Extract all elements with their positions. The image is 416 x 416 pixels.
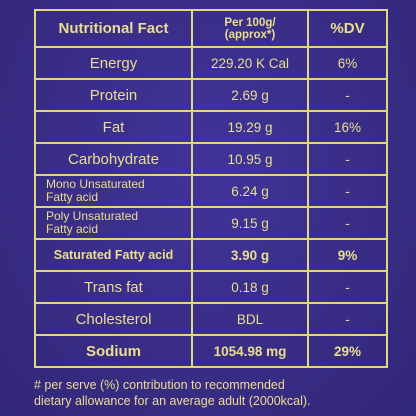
table-header-row: Nutritional Fact Per 100g/ (approx*) %DV: [34, 9, 388, 48]
nutrient-name: Trans fat: [34, 270, 193, 304]
table-row-fat: Fat 19.29 g 16%: [34, 110, 388, 144]
nutrient-name: Cholesterol: [34, 302, 193, 336]
nutrient-dv: -: [307, 302, 388, 336]
table-row-sodium: Sodium 1054.98 mg 29%: [34, 334, 388, 368]
table-row-carbohydrate: Carbohydrate 10.95 g -: [34, 142, 388, 176]
nutrient-amount: 1054.98 mg: [191, 334, 309, 368]
table-row-energy: Energy 229.20 K Cal 6%: [34, 46, 388, 80]
header-nutritional-fact: Nutritional Fact: [34, 9, 193, 48]
nutrient-name-line1: Poly Unsaturated: [46, 209, 139, 223]
header-per-100g: Per 100g/ (approx*): [191, 9, 309, 48]
nutrient-amount: 2.69 g: [191, 78, 309, 112]
nutrient-name: Mono Unsaturated Fatty acid: [34, 174, 193, 208]
nutrient-dv: -: [307, 142, 388, 176]
nutrient-name: Energy: [34, 46, 193, 80]
table-row-saturated-fatty-acid: Saturated Fatty acid 3.90 g 9%: [34, 238, 388, 272]
nutrient-name-line2: Fatty acid: [46, 190, 99, 204]
nutrient-amount: 229.20 K Cal: [191, 46, 309, 80]
nutrient-dv: 16%: [307, 110, 388, 144]
nutrient-name: Saturated Fatty acid: [34, 238, 193, 272]
nutrient-amount: 10.95 g: [191, 142, 309, 176]
nutrient-amount: 19.29 g: [191, 110, 309, 144]
nutrient-name: Protein: [34, 78, 193, 112]
nutrient-amount: BDL: [191, 302, 309, 336]
nutrient-name-line1: Mono Unsaturated: [46, 177, 145, 191]
nutrient-name-line2: Fatty acid: [46, 222, 99, 236]
nutrient-name: Fat: [34, 110, 193, 144]
nutrient-dv: 29%: [307, 334, 388, 368]
nutrient-dv: 6%: [307, 46, 388, 80]
nutrient-dv: -: [307, 206, 388, 240]
nutrient-dv: 9%: [307, 238, 388, 272]
nutrient-name: Poly Unsaturated Fatty acid: [34, 206, 193, 240]
nutrient-dv: -: [307, 270, 388, 304]
table-row-mono-unsaturated: Mono Unsaturated Fatty acid 6.24 g -: [34, 174, 388, 208]
nutrient-amount: 6.24 g: [191, 174, 309, 208]
table-row-trans-fat: Trans fat 0.18 g -: [34, 270, 388, 304]
footnote-line2: dietary allowance for an average adult (…: [34, 394, 311, 408]
nutrient-amount: 9.15 g: [191, 206, 309, 240]
nutrition-facts-table: Nutritional Fact Per 100g/ (approx*) %DV…: [34, 9, 388, 368]
nutrient-name: Carbohydrate: [34, 142, 193, 176]
nutrient-name: Sodium: [34, 334, 193, 368]
header-per-100g-line1: Per 100g/: [224, 16, 276, 29]
nutrient-dv: -: [307, 174, 388, 208]
header-per-100g-line2: (approx*): [224, 28, 276, 41]
header-dv: %DV: [307, 9, 388, 48]
nutrient-amount: 3.90 g: [191, 238, 309, 272]
table-row-poly-unsaturated: Poly Unsaturated Fatty acid 9.15 g -: [34, 206, 388, 240]
table-row-cholesterol: Cholesterol BDL -: [34, 302, 388, 336]
nutrient-amount: 0.18 g: [191, 270, 309, 304]
dv-footnote: # per serve (%) contribution to recommen…: [34, 377, 404, 409]
table-row-protein: Protein 2.69 g -: [34, 78, 388, 112]
nutrient-dv: -: [307, 78, 388, 112]
footnote-line1: # per serve (%) contribution to recommen…: [34, 378, 285, 392]
